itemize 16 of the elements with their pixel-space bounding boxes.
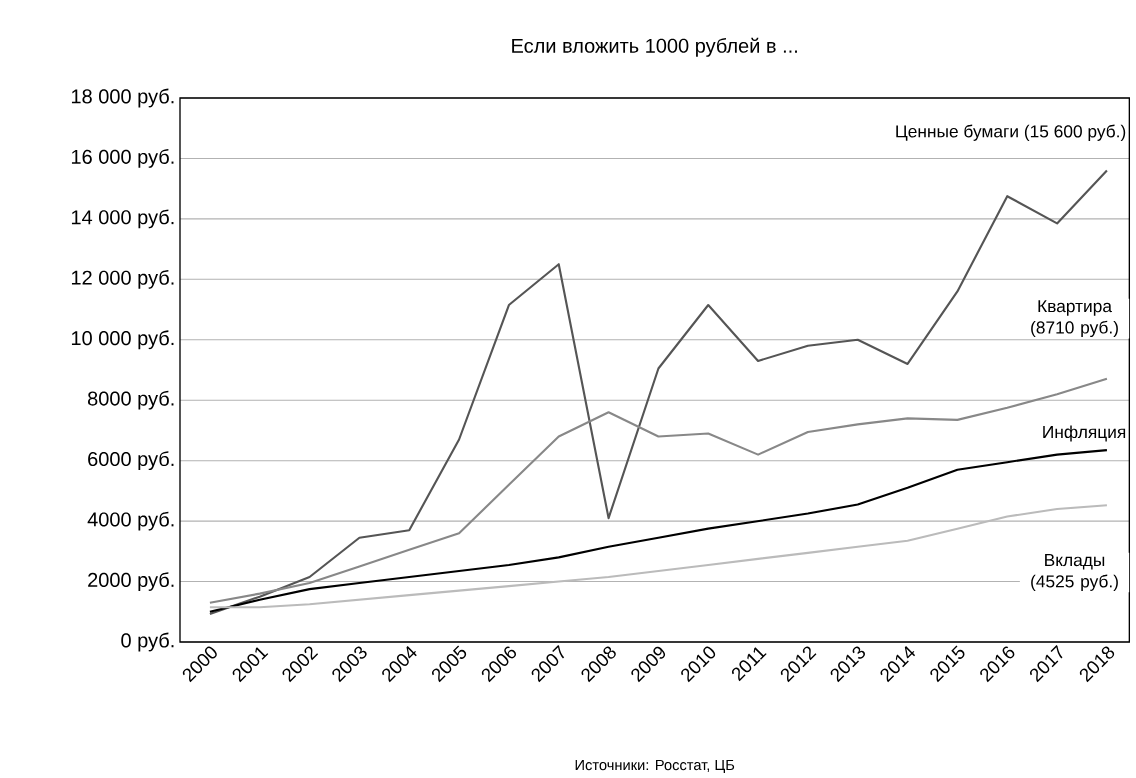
y-tick-label: 18 000 руб. (71, 88, 174, 108)
text: Источники: Росстат, ЦБ (575, 759, 735, 773)
y-tick-label: 8000 руб. (88, 390, 174, 410)
text: Вклады (4525 руб.) (1031, 554, 1118, 591)
y-tick-label: 10 000 руб. (71, 330, 174, 350)
y-tick-label: 12 000 руб. (71, 269, 174, 289)
y-tick-label: 0 руб. (121, 632, 174, 652)
y-tick-label: 16 000 руб. (71, 149, 174, 168)
y-tick-label: 4000 руб. (87, 511, 174, 531)
y-tick-label: 6000 руб. (88, 451, 174, 471)
series-label: Инфляция (1043, 425, 1126, 442)
y-tick-label: 14 000 руб. (71, 209, 174, 229)
y-tick-label: 2000 руб. (88, 572, 174, 591)
chart-title: Если вложить 1000 рублей в ... (512, 37, 797, 57)
text: Квартира (8710 руб.) (1031, 300, 1118, 338)
text: Ценные бумаги (15 600 руб.) (896, 124, 1126, 141)
